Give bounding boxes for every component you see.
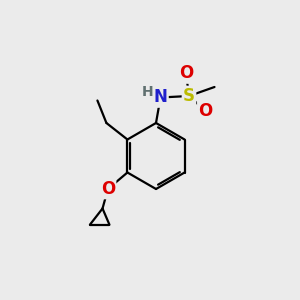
Text: O: O	[198, 102, 213, 120]
Text: N: N	[154, 88, 167, 106]
Text: S: S	[183, 87, 195, 105]
Text: O: O	[101, 180, 115, 198]
Text: H: H	[142, 85, 154, 99]
Text: O: O	[179, 64, 193, 82]
